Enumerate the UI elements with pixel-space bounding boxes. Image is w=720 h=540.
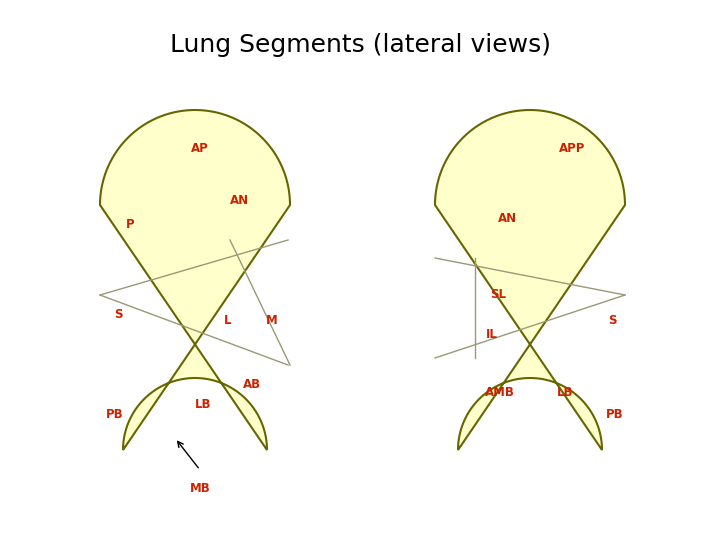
Text: PB: PB [606,408,624,422]
Text: MB: MB [189,482,210,495]
Text: AMB: AMB [485,386,515,399]
Polygon shape [435,110,625,450]
Text: LB: LB [194,399,211,411]
Text: Lung Segments (lateral views): Lung Segments (lateral views) [169,33,551,57]
Text: S: S [114,308,122,321]
Text: SL: SL [490,288,506,301]
Text: S: S [608,314,616,327]
Text: M: M [266,314,278,327]
Text: LB: LB [557,386,573,399]
Text: AB: AB [243,379,261,392]
Text: AN: AN [230,193,250,206]
Polygon shape [100,110,290,450]
Text: PB: PB [106,408,124,422]
Text: P: P [126,219,135,232]
Text: APP: APP [559,141,585,154]
Text: IL: IL [486,328,498,341]
Text: AP: AP [191,141,209,154]
Text: AN: AN [498,212,518,225]
Text: L: L [224,314,232,327]
